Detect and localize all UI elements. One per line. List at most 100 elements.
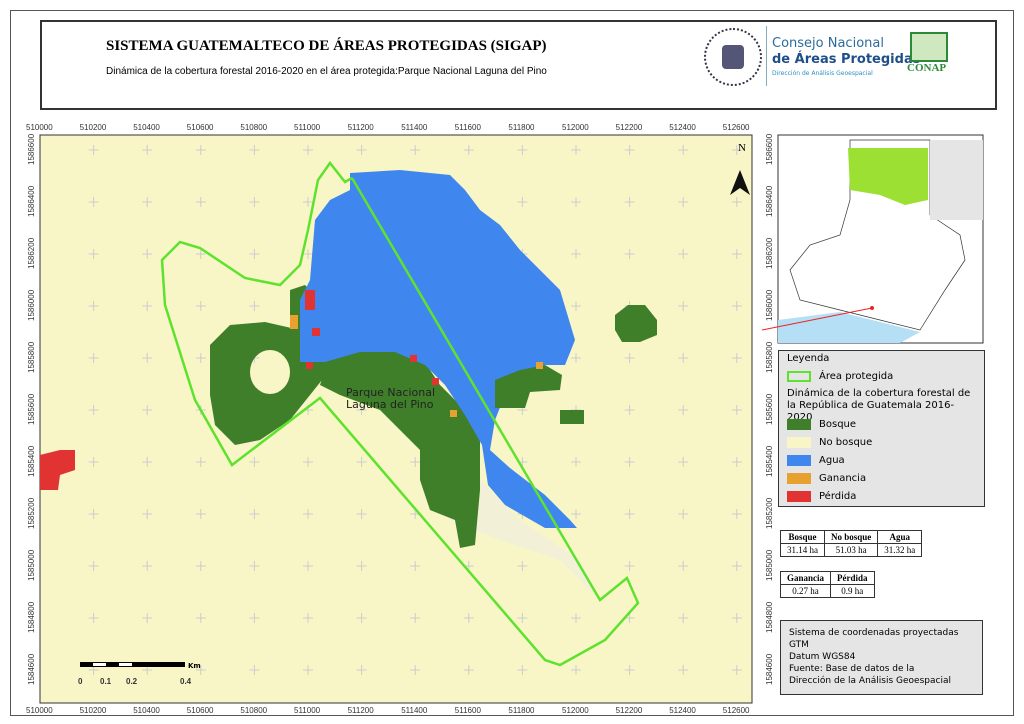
x-tick-label: 510200 (79, 123, 107, 132)
grid-cross (678, 665, 689, 675)
forest-patch (560, 410, 584, 424)
info-line: Dirección de la Análisis Geoespacial (789, 676, 951, 686)
grid-cross (571, 353, 581, 363)
legend-area-label: Área protegida (819, 371, 894, 382)
x-tick-label: 512600 (722, 123, 750, 132)
grid-cross (142, 249, 153, 259)
legend-label: Pérdida (819, 491, 857, 502)
north-label: N (738, 142, 746, 154)
y-tick-label: 1586400 (765, 185, 774, 217)
grid-cross (731, 405, 742, 415)
grid-cross (517, 665, 528, 675)
x-tick-label: 510400 (133, 123, 160, 132)
grid-cross (571, 457, 581, 467)
grid-cross (571, 613, 581, 623)
legend-label: No bosque (819, 437, 873, 448)
grid-cross (731, 613, 742, 623)
swatch (787, 437, 811, 448)
x-tick-label: 511600 (454, 123, 481, 132)
inset-locator-line (761, 307, 873, 331)
x-tick-label: 510400 (133, 706, 160, 715)
y-tick-label: 1585000 (765, 549, 774, 581)
grid-cross (249, 509, 260, 519)
guatemala-seal-logo (704, 28, 762, 86)
y-tick-label: 1584600 (765, 653, 774, 685)
gain-patch (290, 315, 298, 329)
area-table-2: Ganancia Pérdida 0.27 ha 0.9 ha (779, 571, 875, 598)
y-tick-label: 1585800 (27, 341, 36, 373)
y-tick-label: 1585200 (27, 497, 36, 529)
grid-cross (356, 145, 367, 155)
info-line: GTM (789, 640, 809, 650)
grid-cross (678, 405, 689, 415)
x-tick-label: 510000 (26, 706, 53, 715)
x-tick-label: 511800 (508, 123, 535, 132)
grid-cross (303, 457, 313, 467)
grid-cross (88, 405, 99, 415)
grid-cross (731, 353, 742, 363)
scale-label: 0.2 (126, 677, 138, 686)
forest-band (320, 345, 480, 548)
x-tick-label: 512200 (615, 123, 643, 132)
grid-cross (195, 197, 206, 207)
grid-cross (731, 301, 742, 311)
grid-cross (731, 665, 742, 675)
grid-cross (356, 405, 367, 415)
grid-cross (356, 457, 367, 467)
grid-cross (678, 249, 689, 259)
loss-patch (312, 328, 320, 336)
grid-cross (624, 249, 635, 259)
x-tick-label: 510800 (240, 706, 268, 715)
legend-title: Leyenda (787, 353, 830, 364)
grid-cross (142, 457, 153, 467)
grid-cross (624, 145, 635, 155)
y-tick-label: 1586000 (765, 289, 774, 321)
grid-cross (731, 197, 742, 207)
grid-cross (678, 561, 689, 571)
info-line: Datum WGS84 (789, 652, 856, 662)
grid-cross (88, 457, 99, 467)
conap-logo-icon (910, 32, 948, 62)
grid-cross (142, 301, 153, 311)
grid-cross (624, 457, 635, 467)
grid-cross (142, 197, 153, 207)
legend-area: Área protegida (787, 371, 893, 382)
legend-item: Ganancia (787, 473, 866, 484)
y-tick-label: 1585200 (765, 497, 774, 529)
grid-cross (571, 197, 581, 207)
y-tick-label: 1586200 (27, 237, 36, 269)
grid-cross (624, 353, 635, 363)
grid-cross (678, 197, 689, 207)
legend-item: No bosque (787, 437, 872, 448)
swatch (787, 473, 811, 484)
grid-cross (195, 561, 206, 571)
grid-cross (142, 509, 153, 519)
grid-cross (731, 145, 742, 155)
grid-cross (195, 301, 206, 311)
grid-cross (88, 145, 99, 155)
loss-patch (306, 362, 313, 369)
legend-item: Bosque (787, 419, 856, 430)
map-subtitle: Dinámica de la cobertura forestal 2016-2… (106, 66, 547, 77)
grid-cross (356, 509, 367, 519)
y-tick-label: 1585400 (27, 445, 36, 477)
grid-cross (517, 613, 528, 623)
x-tick-label: 512000 (562, 706, 589, 715)
grid-cross (678, 353, 689, 363)
grid-cross (249, 197, 260, 207)
grid-cross (249, 561, 260, 571)
title-box: SISTEMA GUATEMALTECO DE ÁREAS PROTEGIDAS… (40, 20, 997, 110)
grid-cross (88, 353, 99, 363)
scale-label: 0.4 (180, 677, 192, 686)
grid-cross (88, 249, 99, 259)
consejo-line1: Consejo Nacional (772, 36, 884, 51)
grid-cross (571, 665, 581, 675)
legend-item: Pérdida (787, 491, 856, 502)
grid-cross (624, 561, 635, 571)
y-tick-label: 1584600 (27, 653, 36, 685)
legend: Leyenda Área protegida Dinámica de la co… (778, 350, 985, 507)
grid-cross (356, 613, 367, 623)
info-box: Sistema de coordenadas proyectadas GTM D… (780, 620, 983, 695)
y-tick-label: 1585600 (27, 393, 36, 425)
